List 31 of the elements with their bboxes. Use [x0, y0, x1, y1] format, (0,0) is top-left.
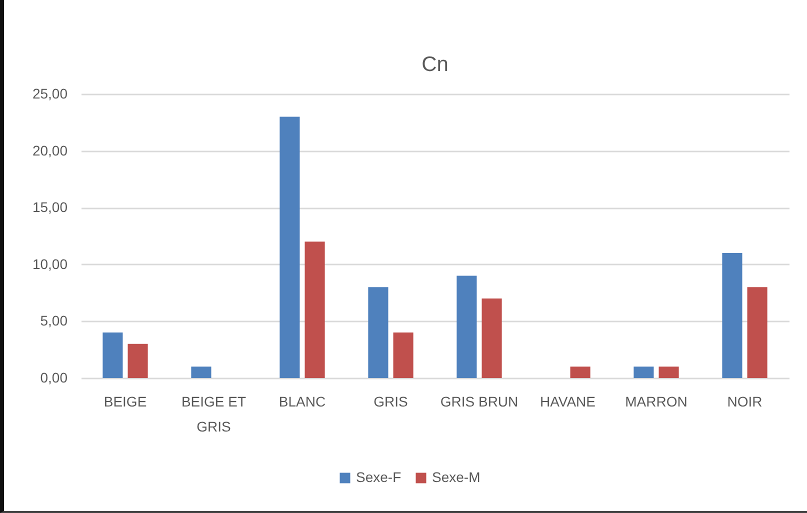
x-tick-label: GRIS: [374, 394, 408, 410]
x-tick-label: MARRON: [625, 394, 688, 410]
x-tick-label: BEIGE: [104, 394, 147, 410]
bar: [304, 242, 325, 378]
bar: [722, 253, 742, 378]
y-tick-label: 0,00: [40, 370, 68, 386]
legend-label: Sexe-F: [356, 469, 402, 485]
y-tick-label: 15,00: [32, 199, 68, 216]
legend-label: Sexe-M: [432, 469, 480, 485]
bar: [128, 344, 148, 378]
bar: [634, 366, 654, 378]
bar: [368, 287, 388, 378]
x-tick-label: HAVANE: [540, 394, 596, 410]
x-tick-label: NOIR: [727, 394, 762, 410]
bar: [393, 332, 414, 378]
chart-title: Cn: [422, 53, 448, 76]
x-tick-label: GRIS BRUN: [440, 394, 518, 410]
x-tick-label: BEIGE ET GRIS: [181, 394, 246, 434]
y-tick-label: 25,00: [32, 86, 68, 102]
bar: [658, 366, 679, 378]
bar: [456, 276, 477, 378]
y-tick-label: 10,00: [32, 256, 68, 272]
bar: [570, 366, 590, 378]
x-tick-label: BLANC: [278, 394, 326, 410]
bar: [482, 298, 502, 378]
y-tick-label: 20,00: [32, 142, 68, 158]
bar: [280, 116, 300, 378]
bar: [191, 366, 212, 378]
y-tick-label: 5,00: [40, 312, 68, 329]
bar: [102, 332, 123, 378]
bar: [747, 287, 768, 378]
